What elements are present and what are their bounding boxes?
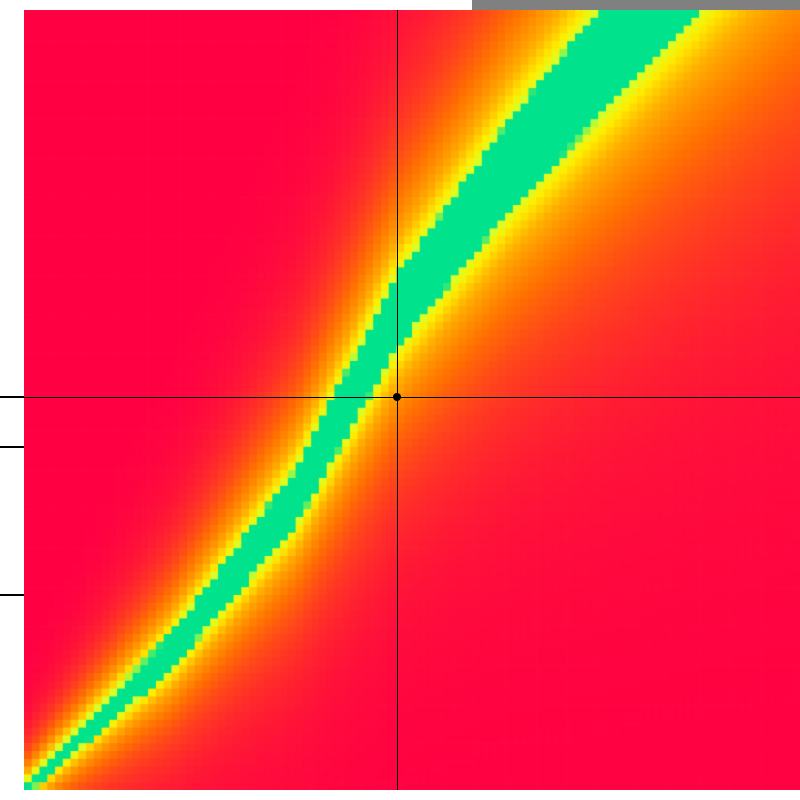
plot-stage (0, 0, 800, 800)
y-tick (0, 594, 24, 596)
top-grey-bar (472, 0, 800, 10)
y-tick (0, 396, 24, 398)
origin-marker (393, 393, 401, 401)
heatmap-canvas (24, 10, 800, 790)
y-tick (0, 446, 24, 448)
x-axis-line (24, 397, 800, 398)
